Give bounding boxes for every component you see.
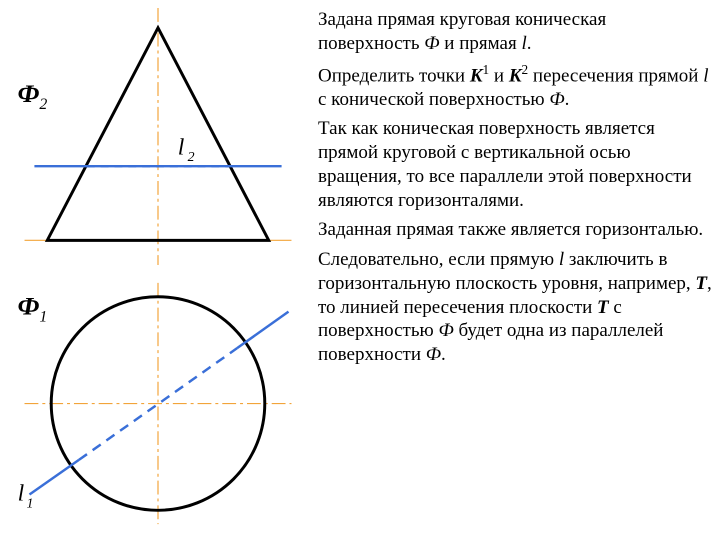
- figure-column: Ф 2 l 2 Ф 1 l 1: [8, 8, 308, 532]
- text-column: Задана прямая круговая коническая поверх…: [308, 8, 712, 532]
- svg-text:1: 1: [39, 308, 47, 325]
- svg-text:1: 1: [27, 495, 34, 510]
- figure-cone-top: Ф 1 l 1: [8, 275, 308, 532]
- paragraph-1: Задана прямая круговая коническая поверх…: [318, 8, 712, 56]
- paragraph-5: Следовательно, если прямую l заключить в…: [318, 248, 712, 367]
- figure-cone-front: Ф 2 l 2: [8, 8, 308, 275]
- svg-text:2: 2: [39, 96, 47, 113]
- paragraph-2: Определить точки K1 и K2 пересечения пря…: [318, 62, 712, 112]
- paragraph-3: Так как коническая поверхность является …: [318, 117, 712, 212]
- paragraph-4: Заданная прямая также является горизонта…: [318, 218, 712, 242]
- svg-text:l: l: [18, 480, 25, 506]
- svg-text:Ф: Ф: [18, 291, 40, 320]
- svg-text:Ф: Ф: [18, 79, 40, 108]
- svg-text:2: 2: [188, 149, 195, 164]
- svg-text:l: l: [178, 134, 185, 160]
